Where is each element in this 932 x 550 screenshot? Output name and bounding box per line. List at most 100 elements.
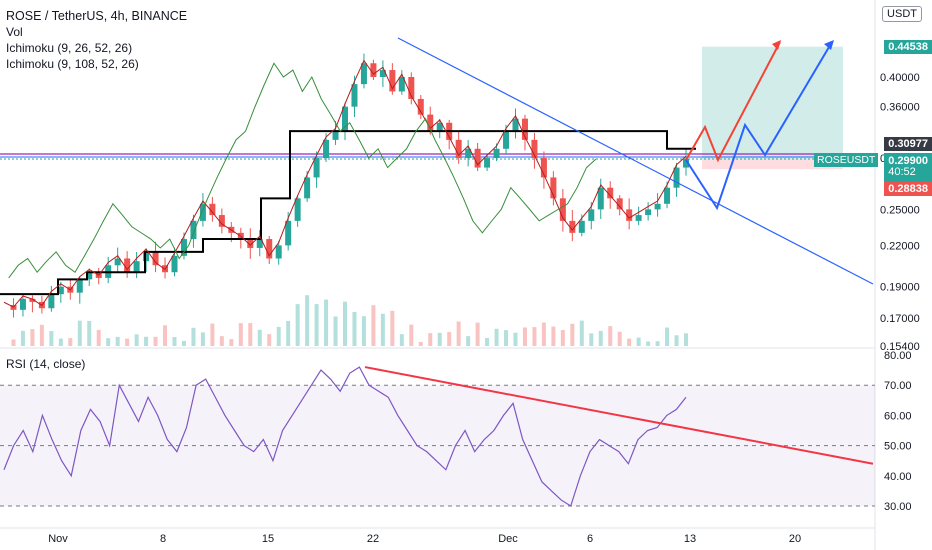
candle-body [143, 251, 150, 262]
rsi-tick-label: 40.00 [884, 471, 912, 483]
indicator-vol[interactable]: Vol [6, 25, 23, 39]
time-tick-label: Nov [48, 533, 68, 545]
volume-bar [456, 321, 461, 346]
candle-body [484, 158, 491, 168]
candle-body [342, 106, 348, 132]
volume-bar [447, 332, 452, 346]
volume-bar [210, 323, 215, 346]
candle-body [171, 255, 178, 273]
candle-body [19, 298, 26, 310]
target-price-tag: 0.44538 [884, 40, 932, 54]
price-tick-label: 0.17000 [880, 313, 920, 325]
candle-body [559, 198, 566, 221]
candle-body [493, 148, 500, 159]
symbol-title[interactable]: ROSE / TetherUS, 4h, BINANCE [6, 9, 188, 23]
volume-bar [58, 338, 63, 346]
chart-legend: ROSE / TetherUS, 4h, BINANCE Vol Ichimok… [6, 8, 187, 72]
volume-bar [570, 323, 575, 346]
candle-body [474, 148, 481, 168]
candle-body [379, 70, 386, 77]
candle-body [76, 279, 83, 293]
price-tick-label: 0.22000 [880, 240, 920, 252]
volume-bar [684, 333, 688, 346]
candle-body [48, 294, 55, 309]
candle-body [285, 220, 292, 246]
volume-bar [409, 324, 414, 346]
price-tick-label: 0.15400 [880, 341, 920, 353]
candle-body [616, 198, 623, 210]
blue-arrow-head [824, 40, 834, 50]
candle-body [427, 114, 434, 132]
volume-bar [181, 340, 186, 346]
volume-bar [314, 304, 319, 346]
volume-bar [11, 339, 16, 346]
last-price-value: 0.29900 [888, 155, 928, 167]
volume-bar [399, 334, 404, 346]
volume-bar [646, 341, 651, 346]
rsi-title[interactable]: RSI (14, close) [6, 357, 86, 371]
volume-bar [352, 311, 357, 346]
indicator-ichimoku-2[interactable]: Ichimoku (9, 108, 52, 26) [6, 57, 139, 71]
candle-body [540, 158, 547, 178]
price-trendline [397, 37, 874, 285]
candle-body [626, 209, 633, 221]
candle-body [218, 215, 225, 227]
volume-bar [494, 328, 499, 346]
volume-bar [343, 301, 347, 346]
volume-bar [125, 338, 130, 346]
time-tick-label: 20 [789, 533, 801, 545]
volume-bar [200, 332, 205, 346]
candle-body [465, 148, 472, 159]
candle-body [607, 187, 614, 199]
rsi-tick-label: 60.00 [884, 410, 912, 422]
volume-bar [665, 327, 670, 346]
candle-body [673, 167, 680, 188]
price-tick-label: 0.19000 [880, 282, 920, 294]
currency-selector[interactable]: USDT [882, 6, 922, 22]
candle-body [531, 139, 538, 159]
volume-bar [49, 331, 54, 346]
volume-bar [333, 316, 338, 346]
candle-body [645, 209, 652, 216]
candle-body [360, 63, 367, 85]
volume-bar [238, 323, 243, 346]
volume-bar [77, 320, 82, 346]
volume-bar [428, 333, 433, 346]
volume-bar [276, 326, 281, 346]
indicator-ichimoku-1[interactable]: Ichimoku (9, 26, 52, 26) [6, 41, 133, 55]
candle-body [114, 258, 121, 266]
candle-body [521, 118, 528, 140]
candle-body [180, 239, 187, 256]
rsi-tick-label: 50.00 [884, 441, 912, 453]
rsi-trendline [364, 366, 874, 465]
candle-body [503, 131, 510, 149]
rsi-tick-label: 70.00 [884, 380, 912, 392]
volume-bar [248, 323, 253, 346]
time-tick-label: Dec [498, 533, 518, 545]
candle-body [209, 203, 216, 216]
candle-body [635, 215, 642, 221]
candle-body [57, 286, 64, 295]
ichimoku-lagging-line [8, 62, 597, 279]
volume-bar [68, 338, 73, 346]
volume-bar [106, 338, 111, 346]
stop-zone [702, 158, 843, 170]
candle-body [597, 187, 604, 210]
candle-body [256, 239, 263, 248]
volume-bar [475, 322, 480, 346]
candle-body [323, 139, 330, 159]
volume-bar [437, 332, 442, 346]
volume-bar [589, 333, 594, 346]
candle-body [408, 77, 415, 99]
candle-body [455, 139, 462, 159]
volume-bar [418, 341, 423, 346]
volume-bar [551, 326, 556, 346]
volume-bar [96, 329, 101, 346]
volume-bar [172, 337, 177, 346]
rsi-tick-label: 80.00 [884, 350, 912, 362]
price-tick-label: 0.40000 [880, 72, 920, 84]
bar-countdown: 40:52 [888, 166, 916, 178]
candle-body [247, 239, 254, 248]
volume-bar [636, 337, 641, 346]
